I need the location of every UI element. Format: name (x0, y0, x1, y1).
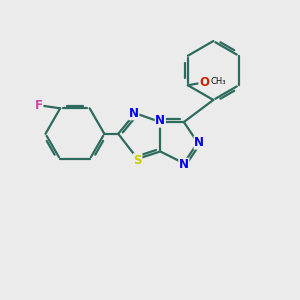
Text: N: N (179, 158, 189, 171)
Text: F: F (35, 100, 43, 112)
Text: N: N (155, 114, 165, 127)
Text: CH₃: CH₃ (211, 77, 226, 86)
Text: S: S (134, 154, 142, 167)
Text: O: O (199, 76, 209, 89)
Text: N: N (129, 107, 139, 120)
Text: N: N (194, 136, 204, 149)
